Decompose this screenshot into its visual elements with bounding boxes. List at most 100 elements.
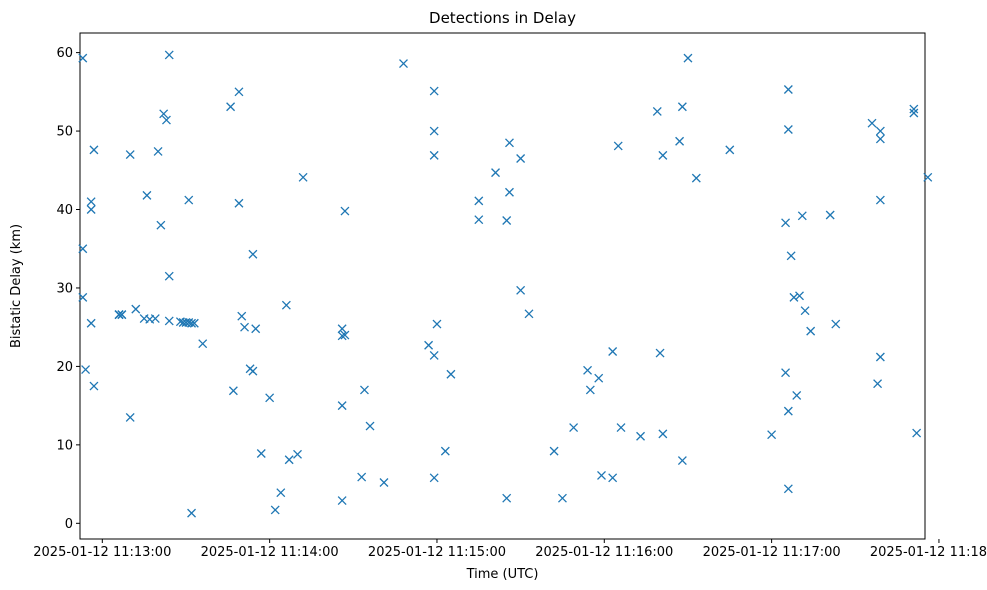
data-point — [781, 368, 791, 378]
data-point — [873, 379, 883, 389]
data-point — [725, 145, 735, 155]
data-point — [237, 311, 247, 321]
data-point — [795, 291, 804, 301]
data-point — [240, 322, 249, 332]
y-axis-title: Bistatic Delay (km) — [9, 224, 24, 348]
data-point — [677, 102, 687, 112]
data-point — [78, 53, 88, 63]
data-point — [251, 324, 261, 334]
data-point — [337, 324, 347, 334]
data-point — [875, 195, 885, 205]
data-point — [234, 198, 244, 208]
x-tick-label: 2025-01-12 11:14:00 — [201, 545, 339, 560]
data-point — [655, 348, 665, 358]
data-point — [293, 449, 302, 459]
y-tick-label: 20 — [56, 360, 73, 375]
data-point — [357, 472, 367, 482]
data-point — [608, 347, 618, 356]
data-point — [432, 319, 442, 329]
data-point — [265, 393, 275, 403]
data-point — [789, 292, 799, 302]
data-point — [783, 125, 793, 134]
data-point — [806, 326, 816, 336]
y-axis: 0 10 20 30 40 50 60 — [56, 46, 80, 532]
data-point — [142, 190, 152, 200]
data-point — [767, 430, 777, 440]
data-point — [502, 493, 512, 503]
data-point — [340, 330, 350, 340]
data-point — [583, 365, 593, 375]
data-point — [424, 340, 434, 350]
data-point — [340, 206, 350, 216]
data-point — [117, 310, 127, 320]
data-point — [248, 249, 258, 259]
data-point — [652, 106, 662, 116]
data-point — [337, 331, 347, 341]
data-point — [875, 352, 885, 362]
data-point — [502, 216, 512, 225]
data-point — [131, 304, 141, 314]
data-point — [825, 210, 835, 220]
data-point — [783, 484, 793, 494]
data-point — [800, 306, 810, 316]
data-point — [159, 109, 169, 119]
chart-title: Detections in Delay — [429, 9, 576, 27]
data-point — [228, 386, 238, 396]
x-tick-label: 2025-01-12 11:16:00 — [535, 545, 673, 560]
data-point — [150, 314, 160, 324]
data-point — [909, 104, 919, 114]
data-point — [491, 168, 500, 178]
data-point — [783, 85, 793, 94]
data-point — [198, 339, 208, 349]
data-point — [557, 493, 567, 503]
data-point — [505, 138, 514, 148]
y-tick-label: 40 — [56, 203, 73, 218]
data-point — [156, 220, 166, 230]
data-point — [161, 115, 171, 125]
data-point — [379, 478, 389, 487]
plot-area — [79, 32, 926, 540]
data-point — [78, 292, 88, 302]
y-tick-label: 30 — [56, 281, 73, 296]
data-point — [516, 154, 526, 163]
data-point — [675, 136, 685, 146]
data-point — [683, 53, 693, 63]
data-point — [184, 195, 194, 205]
data-point — [114, 310, 124, 320]
data-point — [797, 211, 807, 221]
data-point — [783, 406, 793, 416]
data-point — [78, 244, 88, 254]
data-point — [189, 318, 199, 328]
x-tick-label: 2025-01-12 11:18:00 — [870, 545, 987, 560]
y-tick-label: 10 — [56, 438, 73, 453]
data-point — [549, 446, 559, 456]
data-point — [226, 102, 236, 112]
data-point — [276, 488, 286, 498]
data-point — [875, 134, 885, 144]
x-axis: 2025-01-12 11:13:00 2025-01-12 11:14:00 20… — [33, 539, 987, 560]
data-point — [912, 428, 922, 438]
data-point — [187, 318, 197, 328]
data-point — [597, 470, 606, 480]
data-point — [429, 126, 439, 136]
data-point — [365, 421, 375, 431]
data-point — [337, 401, 347, 411]
data-point — [298, 172, 308, 182]
data-point — [86, 205, 96, 214]
data-point — [505, 187, 514, 197]
data-point — [781, 218, 791, 228]
data-point — [658, 150, 668, 160]
data-point — [516, 285, 526, 295]
data-point — [153, 146, 163, 156]
data-series — [78, 50, 933, 518]
data-point — [585, 385, 595, 395]
data-point — [909, 108, 919, 118]
x-tick-label: 2025-01-12 11:13:00 — [33, 545, 171, 560]
data-point — [429, 473, 439, 483]
data-point — [524, 309, 534, 319]
data-point — [636, 431, 646, 441]
data-point — [337, 496, 347, 506]
data-point — [81, 365, 91, 375]
data-point — [429, 86, 439, 96]
